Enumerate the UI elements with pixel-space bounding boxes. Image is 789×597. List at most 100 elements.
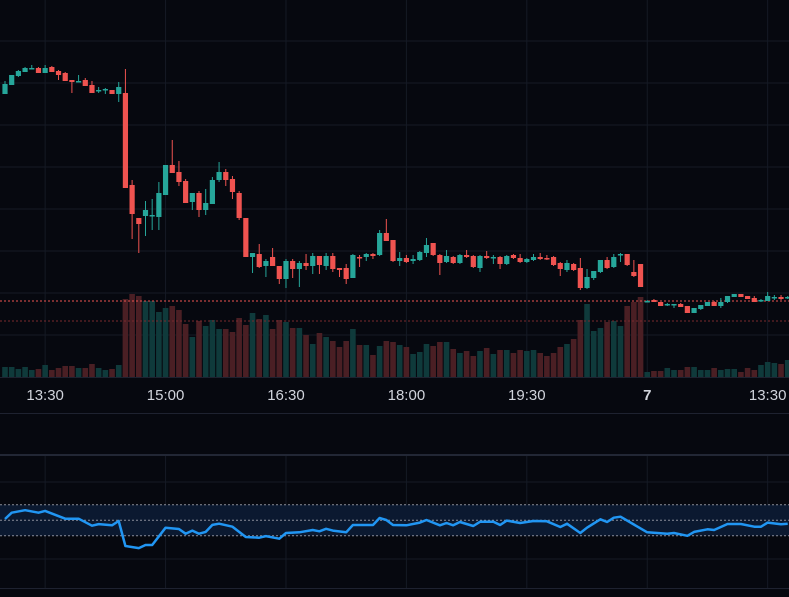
volume-bar — [136, 296, 142, 377]
candle-down — [744, 296, 751, 299]
volume-bar — [82, 368, 89, 377]
volume-bar — [390, 342, 396, 377]
candle-down — [223, 172, 229, 180]
candle-down — [604, 260, 610, 268]
candle-up — [149, 215, 155, 217]
candle-up — [704, 302, 711, 306]
volume-bar — [564, 344, 570, 377]
candle-down — [343, 268, 349, 279]
candle-down — [497, 257, 503, 264]
candle-down — [62, 73, 68, 81]
volume-bar — [263, 315, 269, 377]
candle-up — [296, 263, 302, 269]
volume-bar — [256, 319, 263, 377]
volume-bar — [557, 347, 564, 377]
volume-bar — [610, 321, 617, 377]
candle-up — [350, 255, 356, 278]
volume-bar — [209, 320, 216, 377]
candle-down — [129, 185, 135, 214]
volume-bar — [718, 370, 724, 377]
candle-down — [544, 258, 550, 260]
candle-up — [162, 165, 169, 195]
volume-bar — [309, 344, 316, 377]
candle-up — [423, 245, 430, 253]
volume-bar — [196, 321, 202, 377]
volume-bar — [550, 353, 557, 377]
x-tick-label: 18:00 — [388, 387, 426, 404]
candle-down — [330, 256, 336, 269]
candle-up — [75, 81, 82, 83]
candle-down — [89, 85, 95, 93]
volume-bar — [503, 350, 510, 377]
candle-up — [102, 89, 108, 91]
volume-bar — [156, 312, 162, 377]
candle-down — [303, 263, 309, 266]
candle-up — [283, 261, 289, 279]
volume-bar — [577, 320, 584, 377]
volume-bar — [129, 294, 135, 377]
volume-bar — [22, 367, 28, 377]
candle-up — [477, 256, 483, 268]
candle-down — [430, 243, 436, 255]
volume-bar — [2, 367, 8, 377]
volume-bar — [764, 362, 771, 377]
rsi-panel[interactable] — [0, 481, 789, 560]
volume-bar — [42, 365, 48, 377]
volume-bar — [169, 306, 176, 377]
candle-down — [336, 268, 343, 270]
volume-bar — [122, 299, 129, 377]
volume-bar — [651, 371, 657, 377]
volume-bar — [303, 335, 309, 377]
candle-down — [256, 254, 262, 267]
candle-up — [410, 259, 416, 261]
candle-up — [564, 263, 570, 270]
candle-down — [550, 257, 557, 265]
candle-up — [771, 297, 777, 299]
volume-bar — [283, 322, 289, 377]
candle-down — [109, 90, 115, 94]
volume-bar — [751, 370, 758, 377]
x-tick-label: 13:30 — [749, 387, 787, 404]
volume-bar — [189, 337, 196, 377]
candle-up — [209, 180, 215, 204]
volume-bar — [403, 347, 410, 377]
volume-bar — [95, 368, 102, 377]
volume-bar — [69, 366, 75, 377]
volume-bar — [102, 370, 109, 377]
candle-up — [2, 84, 8, 94]
candle-down — [276, 266, 282, 279]
volume-bar — [537, 353, 543, 377]
x-tick-label: 7 — [643, 387, 651, 404]
candle-down — [69, 80, 75, 82]
volume-bar — [49, 370, 55, 377]
candle-down — [450, 257, 456, 263]
volume-bar — [771, 363, 778, 377]
candle-up — [29, 68, 35, 70]
candle-up — [263, 261, 269, 266]
volume-bar — [336, 347, 343, 377]
candle-up — [785, 297, 789, 299]
candle-up — [397, 258, 403, 261]
candle-down — [557, 263, 563, 269]
candle-down — [537, 257, 543, 259]
candle-up — [377, 233, 383, 255]
volume-bar — [450, 349, 457, 377]
candle-down — [390, 240, 396, 261]
candle-up — [504, 256, 510, 264]
volume-bar — [644, 372, 651, 377]
candle-down — [55, 71, 62, 75]
candle-down — [711, 302, 717, 306]
candle-down — [510, 255, 517, 258]
candle-up — [617, 254, 624, 256]
candle-down — [684, 306, 690, 313]
candle-down — [290, 261, 296, 269]
candle-down — [370, 254, 376, 256]
volume-bar — [182, 324, 189, 377]
time-axis[interactable]: 13:30 15:00 16:30 18:00 19:30 7 13:30 — [26, 387, 786, 404]
volume-bar — [510, 353, 517, 377]
candle-down — [637, 264, 644, 287]
candle-up — [524, 259, 530, 262]
candle-up — [216, 172, 222, 180]
candle-up — [731, 294, 737, 297]
